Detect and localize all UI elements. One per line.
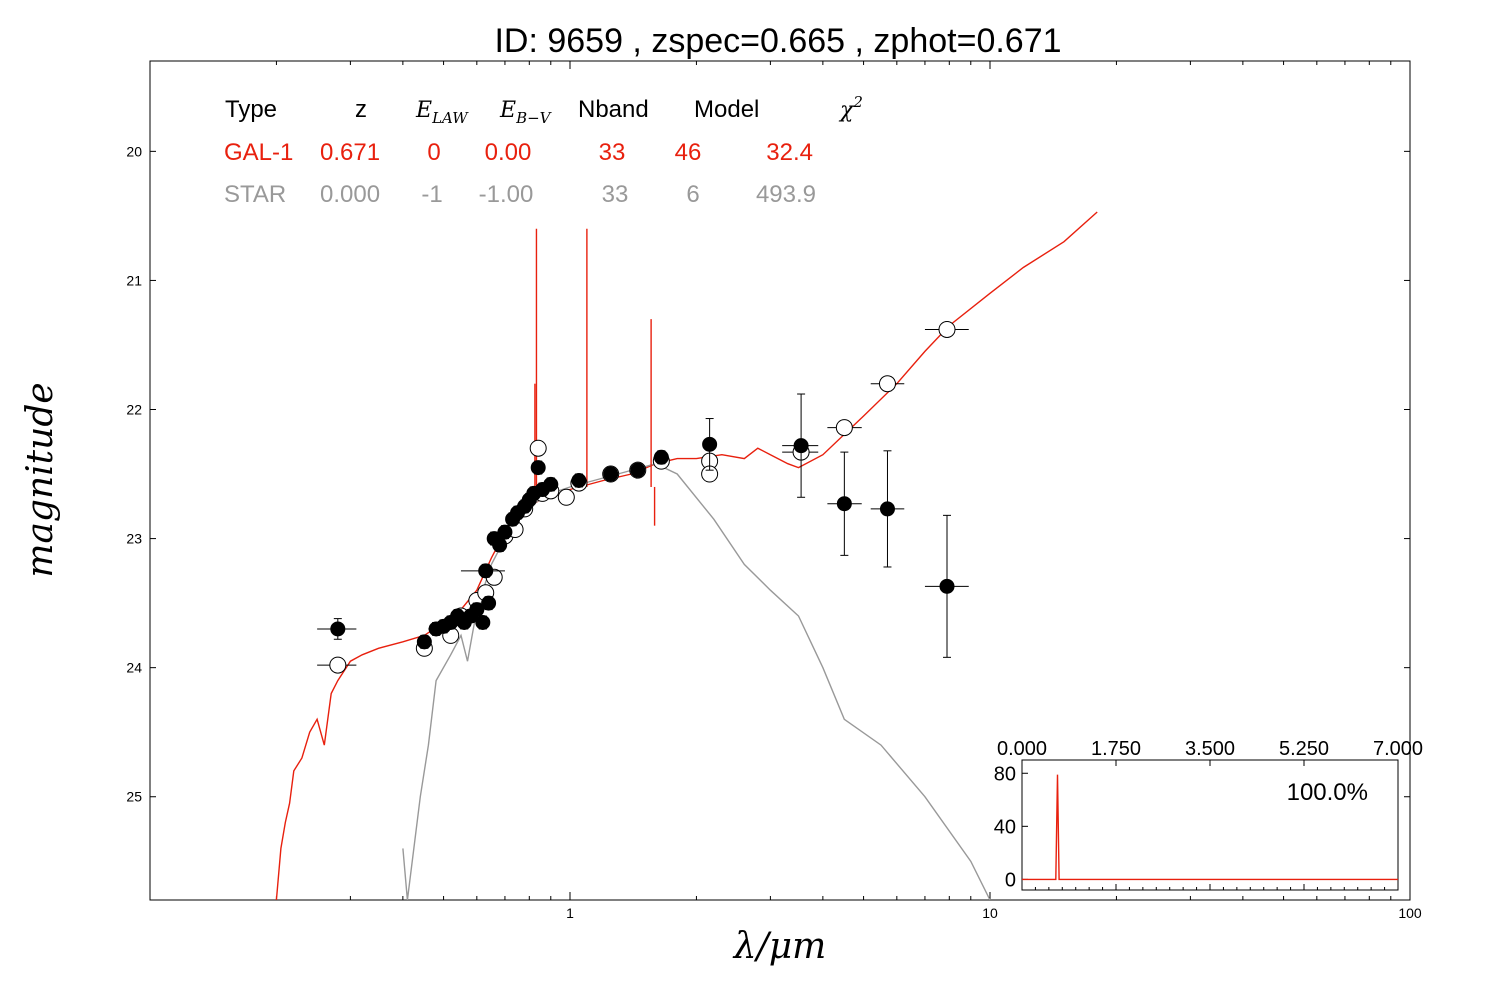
obs-point xyxy=(481,595,497,611)
inset-pdf-line xyxy=(1022,774,1398,881)
obs-point xyxy=(939,578,955,594)
y-tick-label: 21 xyxy=(126,272,142,288)
header-nband: Nband xyxy=(578,96,649,123)
y-tick-label: 25 xyxy=(126,789,142,805)
inset-frame xyxy=(1021,759,1399,891)
gal-model: 46 xyxy=(675,139,702,166)
summary-table: Type z ELAW EB−V Nband Model χ2 GAL-1 0.… xyxy=(224,93,863,208)
series-line-gal-1 xyxy=(275,211,1098,900)
obs-point xyxy=(543,476,559,492)
inset-x-tick-label: 3.500 xyxy=(1185,738,1235,760)
inset-y-tick-label: 0 xyxy=(1005,869,1016,891)
main-plot: 20 21 22 23 24 25 1 10 100 xyxy=(126,61,1422,921)
obs-point xyxy=(836,496,852,512)
star-model: 6 xyxy=(686,181,699,208)
star-z: 0.000 xyxy=(320,181,380,208)
obs-point xyxy=(478,563,494,579)
star-elaw: -1 xyxy=(421,181,442,208)
model-point xyxy=(557,488,575,506)
obs-point xyxy=(330,621,346,637)
obs-point xyxy=(879,501,895,517)
gal-ebv: 0.00 xyxy=(485,139,532,166)
inset-annotation: 100.0% xyxy=(1287,779,1368,806)
obs-point xyxy=(475,614,491,630)
y-tick-label: 20 xyxy=(126,143,142,159)
y-tick-label: 22 xyxy=(126,402,142,418)
redshift-pdf-inset: 0.000 1.750 3.500 5.250 7.000 0 40 80 100.0% xyxy=(994,738,1423,891)
star-ebv: -1.00 xyxy=(479,181,534,208)
obs-point xyxy=(653,449,669,465)
gal-z: 0.671 xyxy=(320,139,380,166)
inset-x-tick-label: 7.000 xyxy=(1373,738,1423,760)
model-point xyxy=(835,419,853,437)
inset-x-tick-label: 0.000 xyxy=(997,738,1047,760)
x-tick-label: 1 xyxy=(566,905,574,921)
obs-point xyxy=(603,466,619,482)
obs-point xyxy=(793,438,809,454)
table-row-star: STAR 0.000 -1 -1.00 33 6 493.9 xyxy=(224,181,816,208)
header-elaw: ELAW xyxy=(415,98,469,127)
table-row-gal: GAL-1 0.671 0 0.00 33 46 32.4 xyxy=(224,139,813,166)
model-point xyxy=(878,375,896,393)
star-chi2: 493.9 xyxy=(756,181,816,208)
x-axis-label: λ/μm xyxy=(732,926,826,967)
chart-title: ID: 9659 , zspec=0.665 , zphot=0.671 xyxy=(494,22,1061,60)
inset-y-tick-label: 80 xyxy=(994,763,1016,785)
obs-point xyxy=(630,462,646,478)
series-line-star xyxy=(402,462,991,900)
star-type: STAR xyxy=(224,181,286,208)
header-chi2: χ2 xyxy=(838,93,863,123)
header-type: Type xyxy=(225,96,277,123)
plot-frame xyxy=(149,60,1411,901)
obs-point xyxy=(702,436,718,452)
inset-x-tick-label: 5.250 xyxy=(1279,738,1329,760)
header-z: z xyxy=(355,96,367,123)
gal-chi2: 32.4 xyxy=(766,139,813,166)
y-axis-label: magnitude xyxy=(20,382,61,577)
model-point xyxy=(529,439,547,457)
gal-type: GAL-1 xyxy=(224,139,293,166)
y-tick-label: 23 xyxy=(126,531,142,547)
model-point xyxy=(329,656,347,674)
header-model: Model xyxy=(694,96,759,123)
inset-x-tick-label: 1.750 xyxy=(1091,738,1141,760)
gal-nband: 33 xyxy=(599,139,626,166)
obs-point xyxy=(530,460,546,476)
obs-point xyxy=(469,602,485,618)
obs-point xyxy=(492,537,508,553)
obs-point xyxy=(571,473,587,488)
star-nband: 33 xyxy=(602,181,629,208)
gal-elaw: 0 xyxy=(427,139,440,166)
x-tick-label: 10 xyxy=(982,905,998,921)
inset-y-tick-label: 40 xyxy=(994,816,1016,838)
obs-point xyxy=(416,634,432,650)
x-tick-label: 100 xyxy=(1398,905,1422,921)
obs-point xyxy=(497,524,513,540)
y-tick-label: 24 xyxy=(126,660,142,676)
model-point xyxy=(938,320,956,338)
header-ebv: EB−V xyxy=(499,98,553,127)
